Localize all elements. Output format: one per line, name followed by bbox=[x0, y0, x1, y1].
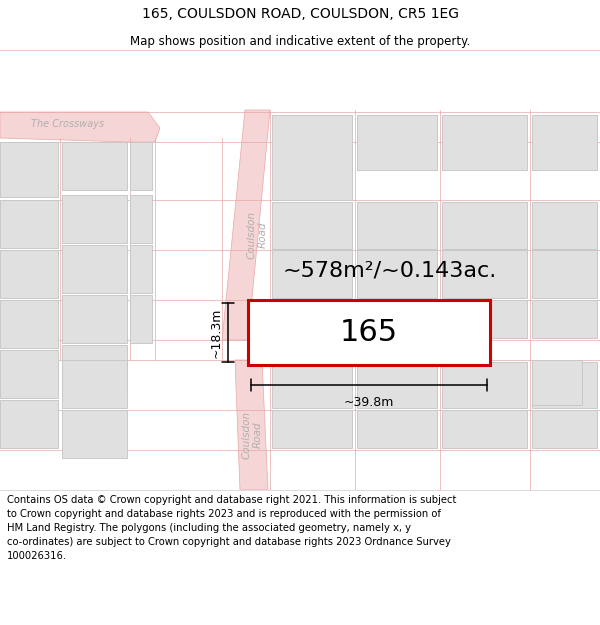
Text: 165: 165 bbox=[340, 318, 398, 347]
Bar bbox=[130, 295, 152, 343]
Bar bbox=[532, 360, 582, 405]
Bar bbox=[357, 410, 437, 448]
Bar bbox=[357, 202, 437, 249]
Text: 165, COULSDON ROAD, COULSDON, CR5 1EG: 165, COULSDON ROAD, COULSDON, CR5 1EG bbox=[142, 7, 458, 21]
Bar bbox=[532, 362, 597, 408]
Bar bbox=[62, 410, 127, 458]
Bar bbox=[62, 360, 127, 408]
Bar bbox=[0, 200, 58, 248]
Text: ~18.3m: ~18.3m bbox=[210, 308, 223, 358]
Bar bbox=[272, 202, 352, 249]
Bar bbox=[0, 142, 58, 197]
Bar bbox=[532, 202, 597, 249]
Bar bbox=[130, 245, 152, 293]
Bar bbox=[532, 115, 597, 170]
Bar bbox=[442, 362, 527, 408]
Bar bbox=[62, 195, 127, 243]
Bar bbox=[442, 115, 527, 170]
Bar bbox=[62, 345, 127, 393]
Text: ~39.8m: ~39.8m bbox=[344, 396, 394, 409]
Text: Coulsdon
Road: Coulsdon Road bbox=[242, 411, 262, 459]
Text: Map shows position and indicative extent of the property.: Map shows position and indicative extent… bbox=[130, 34, 470, 48]
Bar bbox=[62, 142, 127, 190]
Polygon shape bbox=[0, 112, 160, 142]
Bar bbox=[442, 202, 527, 249]
Bar bbox=[62, 245, 127, 293]
Bar bbox=[0, 350, 58, 398]
Bar bbox=[357, 250, 437, 298]
Bar bbox=[0, 400, 58, 448]
Bar bbox=[357, 115, 437, 170]
Text: ~578m²/~0.143ac.: ~578m²/~0.143ac. bbox=[283, 260, 497, 280]
Bar bbox=[248, 300, 490, 365]
Bar bbox=[130, 195, 152, 243]
Bar bbox=[0, 250, 58, 298]
Text: Coulsdon
Road: Coulsdon Road bbox=[247, 211, 268, 259]
Bar bbox=[62, 295, 127, 343]
Polygon shape bbox=[222, 110, 270, 340]
Bar bbox=[272, 362, 352, 408]
Bar bbox=[532, 300, 597, 338]
Bar bbox=[442, 410, 527, 448]
Bar bbox=[272, 410, 352, 448]
Bar bbox=[442, 250, 527, 298]
Bar bbox=[130, 142, 152, 190]
Bar bbox=[272, 250, 352, 298]
Bar bbox=[442, 300, 527, 338]
Polygon shape bbox=[235, 360, 268, 490]
Text: Contains OS data © Crown copyright and database right 2021. This information is : Contains OS data © Crown copyright and d… bbox=[7, 496, 457, 561]
Bar bbox=[532, 410, 597, 448]
Bar bbox=[272, 115, 352, 200]
Bar bbox=[357, 362, 437, 408]
Bar bbox=[0, 300, 58, 348]
Text: The Crossways: The Crossways bbox=[31, 119, 104, 129]
Bar bbox=[532, 250, 597, 298]
